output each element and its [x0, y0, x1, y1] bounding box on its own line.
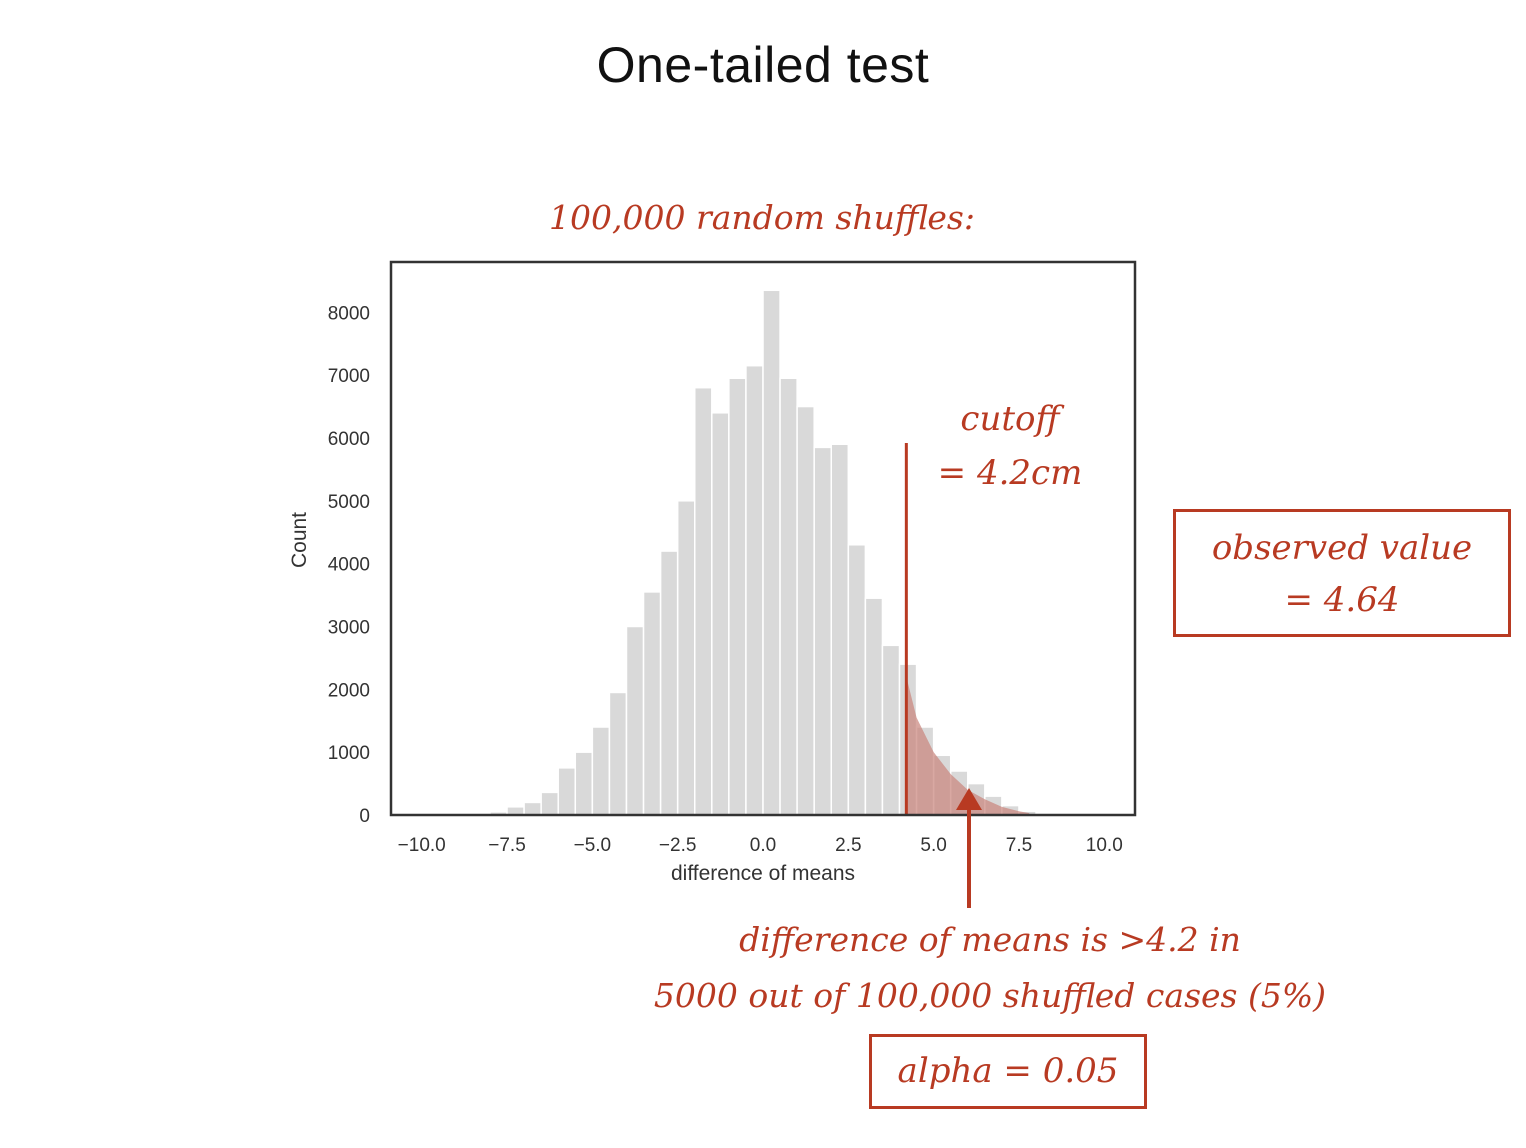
x-tick-label: 7.5 — [1006, 835, 1032, 856]
histogram-bar — [625, 625, 645, 816]
y-tick-label: 0 — [359, 806, 370, 827]
histogram-bar — [523, 801, 542, 816]
y-axis-ticks: 0 1000 2000 3000 4000 5000 6000 7000 8000 — [328, 303, 370, 827]
histogram-bar — [796, 405, 815, 816]
observed-value-box: observed value = 4.64 — [1173, 509, 1511, 637]
x-tick-label: 0.0 — [750, 835, 776, 856]
histogram-bar — [676, 500, 696, 816]
y-axis-label: Count — [288, 512, 311, 568]
histogram-bar — [728, 377, 747, 816]
bars-layer — [489, 289, 1037, 816]
y-tick-label: 6000 — [328, 429, 370, 450]
histogram-bar — [847, 544, 867, 816]
y-tick-label: 8000 — [328, 303, 370, 324]
alpha-box: alpha = 0.05 — [869, 1034, 1147, 1109]
histogram-bar — [642, 591, 662, 816]
histogram-bar — [540, 791, 559, 816]
histogram-bar — [711, 412, 730, 816]
cutoff-annotation: cutoff = 4.2cm — [920, 392, 1100, 500]
cutoff-label-line1: cutoff — [960, 399, 1060, 439]
x-tick-label: −5.0 — [574, 835, 612, 856]
y-tick-label: 5000 — [328, 492, 370, 513]
histogram-bar — [557, 767, 577, 816]
annotation-arrow — [956, 788, 982, 908]
histogram-bar — [779, 377, 798, 816]
y-tick-label: 3000 — [328, 617, 370, 638]
shuffle-result-line1: difference of means is >4.2 in — [739, 920, 1241, 959]
slide-title: One-tailed test — [596, 37, 930, 93]
x-tick-label: 2.5 — [835, 835, 861, 856]
x-tick-label: −7.5 — [488, 835, 526, 856]
x-axis-label: difference of means — [671, 862, 855, 885]
x-tick-label: −10.0 — [398, 835, 446, 856]
histogram-bar — [881, 644, 901, 816]
chart-heading: 100,000 random shuffles: — [549, 198, 975, 237]
y-tick-label: 7000 — [328, 366, 370, 387]
cutoff-label-line2: = 4.2cm — [937, 453, 1083, 493]
histogram-bar — [745, 364, 764, 816]
observed-value-line1: observed value — [1211, 528, 1473, 568]
y-tick-label: 1000 — [328, 743, 370, 764]
x-tick-label: 10.0 — [1086, 835, 1123, 856]
histogram-bar — [693, 386, 713, 816]
histogram-bar — [608, 691, 628, 816]
histogram-bar — [591, 726, 611, 816]
histogram-bar — [813, 446, 833, 816]
histogram-bar — [864, 597, 884, 816]
observed-value-line2: = 4.64 — [1284, 580, 1400, 620]
y-tick-label: 2000 — [328, 680, 370, 701]
rejection-tail-area — [906, 676, 1030, 815]
plot-frame — [389, 260, 1137, 817]
histogram-bar — [574, 751, 594, 816]
shuffle-result-annotation: difference of means is >4.2 in 5000 out … — [560, 912, 1420, 1024]
x-tick-label: 5.0 — [920, 835, 946, 856]
arrow-head — [956, 788, 982, 810]
histogram-bar — [762, 289, 781, 816]
histogram-bar — [659, 550, 679, 816]
histogram-bar — [830, 443, 850, 816]
x-tick-label: −2.5 — [659, 835, 697, 856]
x-axis-ticks: −10.0 −7.5 −5.0 −2.5 0.0 2.5 5.0 7.5 10.0 — [398, 835, 1123, 856]
shuffle-result-line2: 5000 out of 100,000 shuffled cases (5%) — [653, 976, 1327, 1015]
y-tick-label: 4000 — [328, 555, 370, 576]
